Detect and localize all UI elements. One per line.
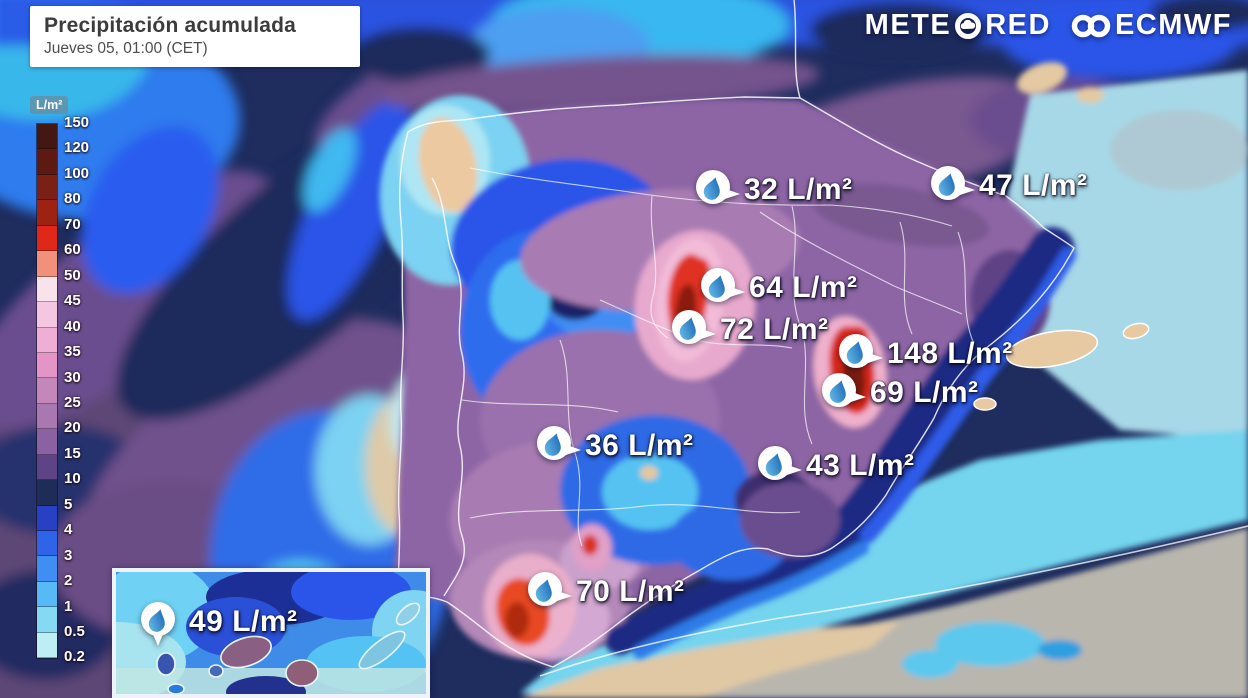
legend-color-cell [37, 632, 57, 659]
legend-tick-label: 35 [64, 343, 81, 361]
precip-value-label: 43 L/m² [806, 449, 915, 482]
legend-color-cell [37, 251, 57, 277]
legend-tick-label: 4 [64, 521, 73, 539]
water-drop-icon [839, 334, 883, 368]
ecmwf-logo-group: ECMWF [1067, 9, 1232, 42]
legend: L/m² 150 120 100 80 70 60 50 45 40 35 30 25 20 15 10 5 4… [28, 96, 124, 665]
legend-tick-label: 0.2 [64, 648, 85, 666]
legend-color-cell [37, 403, 57, 430]
water-drop-icon [758, 446, 802, 480]
legend-color-cell [37, 327, 57, 353]
water-drop-icon [537, 426, 581, 460]
canary-islands [156, 602, 421, 694]
legend-color-cell [37, 276, 57, 303]
legend-color-cell [37, 225, 57, 252]
precip-value-label: 32 L/m² [744, 173, 853, 206]
legend-color-cell [37, 378, 57, 404]
ecmwf-label: ECMWF [1114, 9, 1232, 41]
legend-color-cell [37, 454, 57, 481]
meteored-prefix: METE [864, 9, 952, 41]
title-box: Precipitación acumulada Jueves 05, 01:00… [30, 6, 360, 67]
legend-color-cell [37, 124, 57, 150]
water-drop-icon [528, 572, 572, 606]
legend-color-cell [37, 480, 57, 506]
precip-marker: 43 L/m² [754, 442, 915, 490]
precip-marker: 70 L/m² [524, 568, 685, 616]
legend-color-cell [37, 505, 57, 531]
ecmwf-rings-icon [1071, 14, 1111, 37]
legend-color-cell [37, 352, 57, 379]
water-drop-icon [822, 373, 866, 407]
precip-marker: 47 L/m² [927, 162, 1088, 210]
legend-color-cell [37, 607, 57, 633]
legend-tick-label: 80 [64, 190, 81, 208]
water-drop-icon [701, 268, 745, 302]
legend-tick-label: 40 [64, 317, 81, 335]
precip-marker: 148 L/m² [835, 330, 1013, 378]
legend-colorbar [36, 123, 58, 660]
meteored-logo: METE RED [865, 9, 1051, 42]
legend-tick-label: 15 [64, 444, 81, 462]
legend-color-cell [37, 149, 57, 175]
legend-color-cell [37, 581, 57, 608]
precip-marker: 36 L/m² [533, 422, 694, 470]
precip-value-label: 72 L/m² [720, 313, 829, 346]
country-borders [397, 0, 1248, 677]
legend-tick-label: 60 [64, 241, 81, 259]
legend-tick-label: 20 [64, 419, 81, 437]
precip-value-label: 70 L/m² [576, 575, 685, 608]
legend-tick-label: 25 [64, 393, 81, 411]
legend-tick-label: 70 [64, 215, 81, 233]
legend-tick-label: 150 [64, 114, 90, 131]
water-drop-icon [141, 602, 175, 646]
water-drop-icon [672, 310, 716, 344]
legend-unit-label: L/m² [30, 96, 69, 114]
legend-tick-label: 30 [64, 368, 81, 386]
legend-tick-label: 120 [64, 139, 90, 157]
legend-color-cell [37, 302, 57, 328]
precip-value-label: 47 L/m² [979, 169, 1088, 202]
legend-tick-label: 0.5 [64, 623, 85, 640]
precip-value-label: 148 L/m² [887, 337, 1013, 370]
precip-marker: 32 L/m² [692, 166, 853, 214]
meteored-o-cloud-icon [955, 12, 982, 39]
precip-value-label: 36 L/m² [585, 429, 694, 462]
precip-marker: 72 L/m² [668, 306, 829, 354]
legend-color-cell [37, 174, 57, 201]
legend-tick-label: 10 [64, 470, 81, 488]
legend-tick-label: 3 [64, 546, 73, 564]
precip-marker: 49 L/m² [137, 598, 298, 646]
water-drop-icon [931, 166, 975, 200]
water-drop-icon [696, 170, 740, 204]
precip-marker: 64 L/m² [697, 264, 858, 312]
precip-value-label: 69 L/m² [870, 376, 979, 409]
balearic-islands [973, 322, 1150, 411]
legend-color-cell [37, 531, 57, 557]
legend-tick-label: 45 [64, 292, 81, 310]
meteored-suffix: RED [985, 9, 1051, 41]
precip-value-label: 49 L/m² [189, 605, 298, 638]
legend-color-cell [37, 200, 57, 226]
legend-tick-label: 50 [64, 266, 81, 284]
canary-islands-inset [112, 568, 430, 698]
legend-tick-label: 1 [64, 597, 73, 615]
precip-marker: 69 L/m² [818, 369, 979, 417]
precip-value-label: 64 L/m² [749, 271, 858, 304]
legend-tick-label: 100 [64, 164, 90, 182]
legend-tick-label: 2 [64, 572, 73, 590]
legend-color-cell [37, 556, 57, 582]
map-subtitle: Jueves 05, 01:00 (CET) [44, 40, 208, 57]
branding: METE RED ECMWF [865, 9, 1232, 42]
legend-tick-label: 5 [64, 495, 73, 513]
map-title: Precipitación acumulada [44, 14, 297, 37]
legend-color-cell [37, 429, 57, 455]
